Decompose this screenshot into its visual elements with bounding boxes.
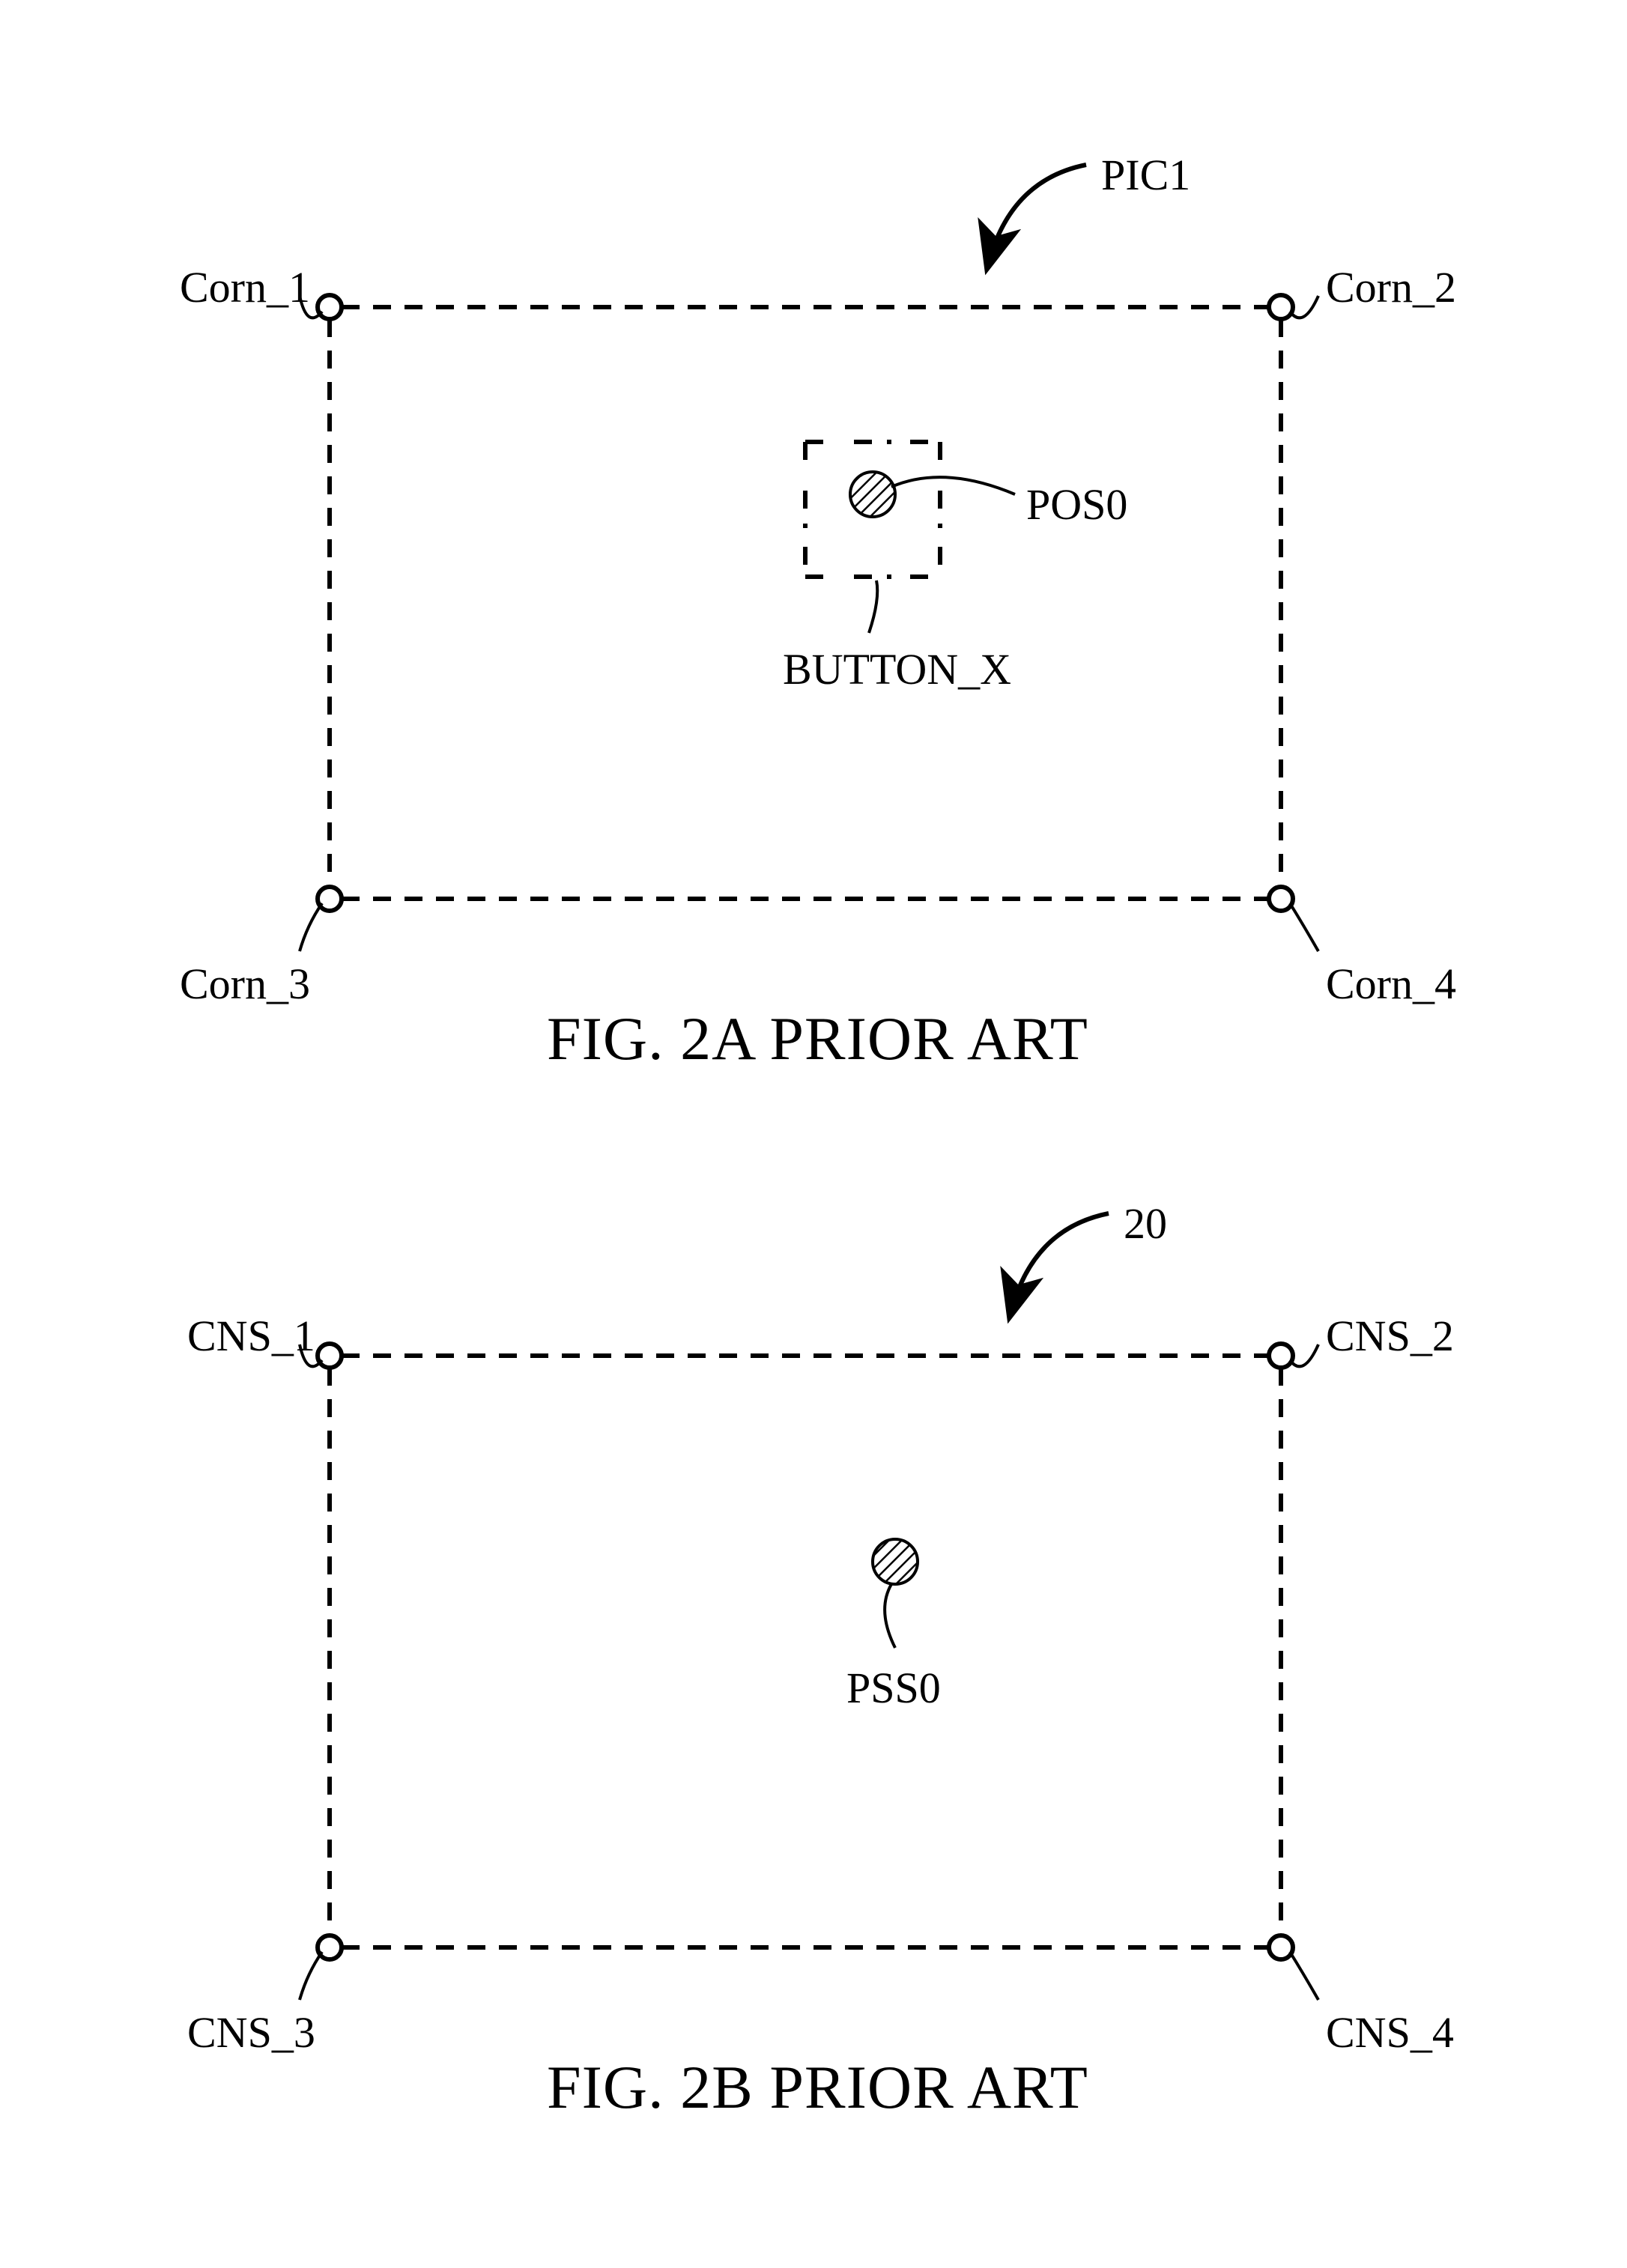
corner-label-corn1: Corn_1 <box>180 262 310 312</box>
figB-corner-lead-3 <box>1290 1952 1318 2000</box>
ref-arrow-pic1 <box>989 165 1086 262</box>
corner-label-cns4: CNS_4 <box>1326 2007 1454 2058</box>
figure-2b-caption: FIG. 2B PRIOR ART <box>547 2052 1088 2123</box>
figA-corner-lead-3 <box>1290 903 1318 951</box>
figB-corner-lead-2 <box>300 1952 322 2000</box>
figA-corner-0 <box>318 295 342 319</box>
pss0-lead <box>885 1584 895 1648</box>
diagram-svg <box>0 0 1627 2268</box>
corner-label-cns2: CNS_2 <box>1326 1311 1454 1361</box>
pss0-dot <box>873 1539 918 1584</box>
figA-corner-lead-2 <box>300 903 322 951</box>
corner-label-corn3: Corn_3 <box>180 959 310 1009</box>
pos0-label: POS0 <box>1026 479 1127 530</box>
ref-label-pic1: PIC1 <box>1101 150 1190 200</box>
corner-label-corn4: Corn_4 <box>1326 959 1456 1009</box>
pss0-label: PSS0 <box>846 1663 941 1713</box>
corner-label-cns1: CNS_1 <box>187 1311 315 1361</box>
ref-label-20: 20 <box>1124 1198 1167 1249</box>
button-box-lead <box>869 580 877 633</box>
corner-label-cns3: CNS_3 <box>187 2007 315 2058</box>
figB-corner-0 <box>318 1344 342 1368</box>
figA-corner-3 <box>1269 887 1293 911</box>
pos0-lead <box>891 477 1015 494</box>
corner-label-corn2: Corn_2 <box>1326 262 1456 312</box>
figA-corner-1 <box>1269 295 1293 319</box>
figB-corner-1 <box>1269 1344 1293 1368</box>
pos0-dot <box>850 472 895 517</box>
buttonx-label: BUTTON_X <box>783 644 1011 694</box>
ref-arrow-20 <box>1011 1213 1109 1311</box>
figB-corner-3 <box>1269 1935 1293 1959</box>
figure-2a-caption: FIG. 2A PRIOR ART <box>547 1004 1088 1074</box>
